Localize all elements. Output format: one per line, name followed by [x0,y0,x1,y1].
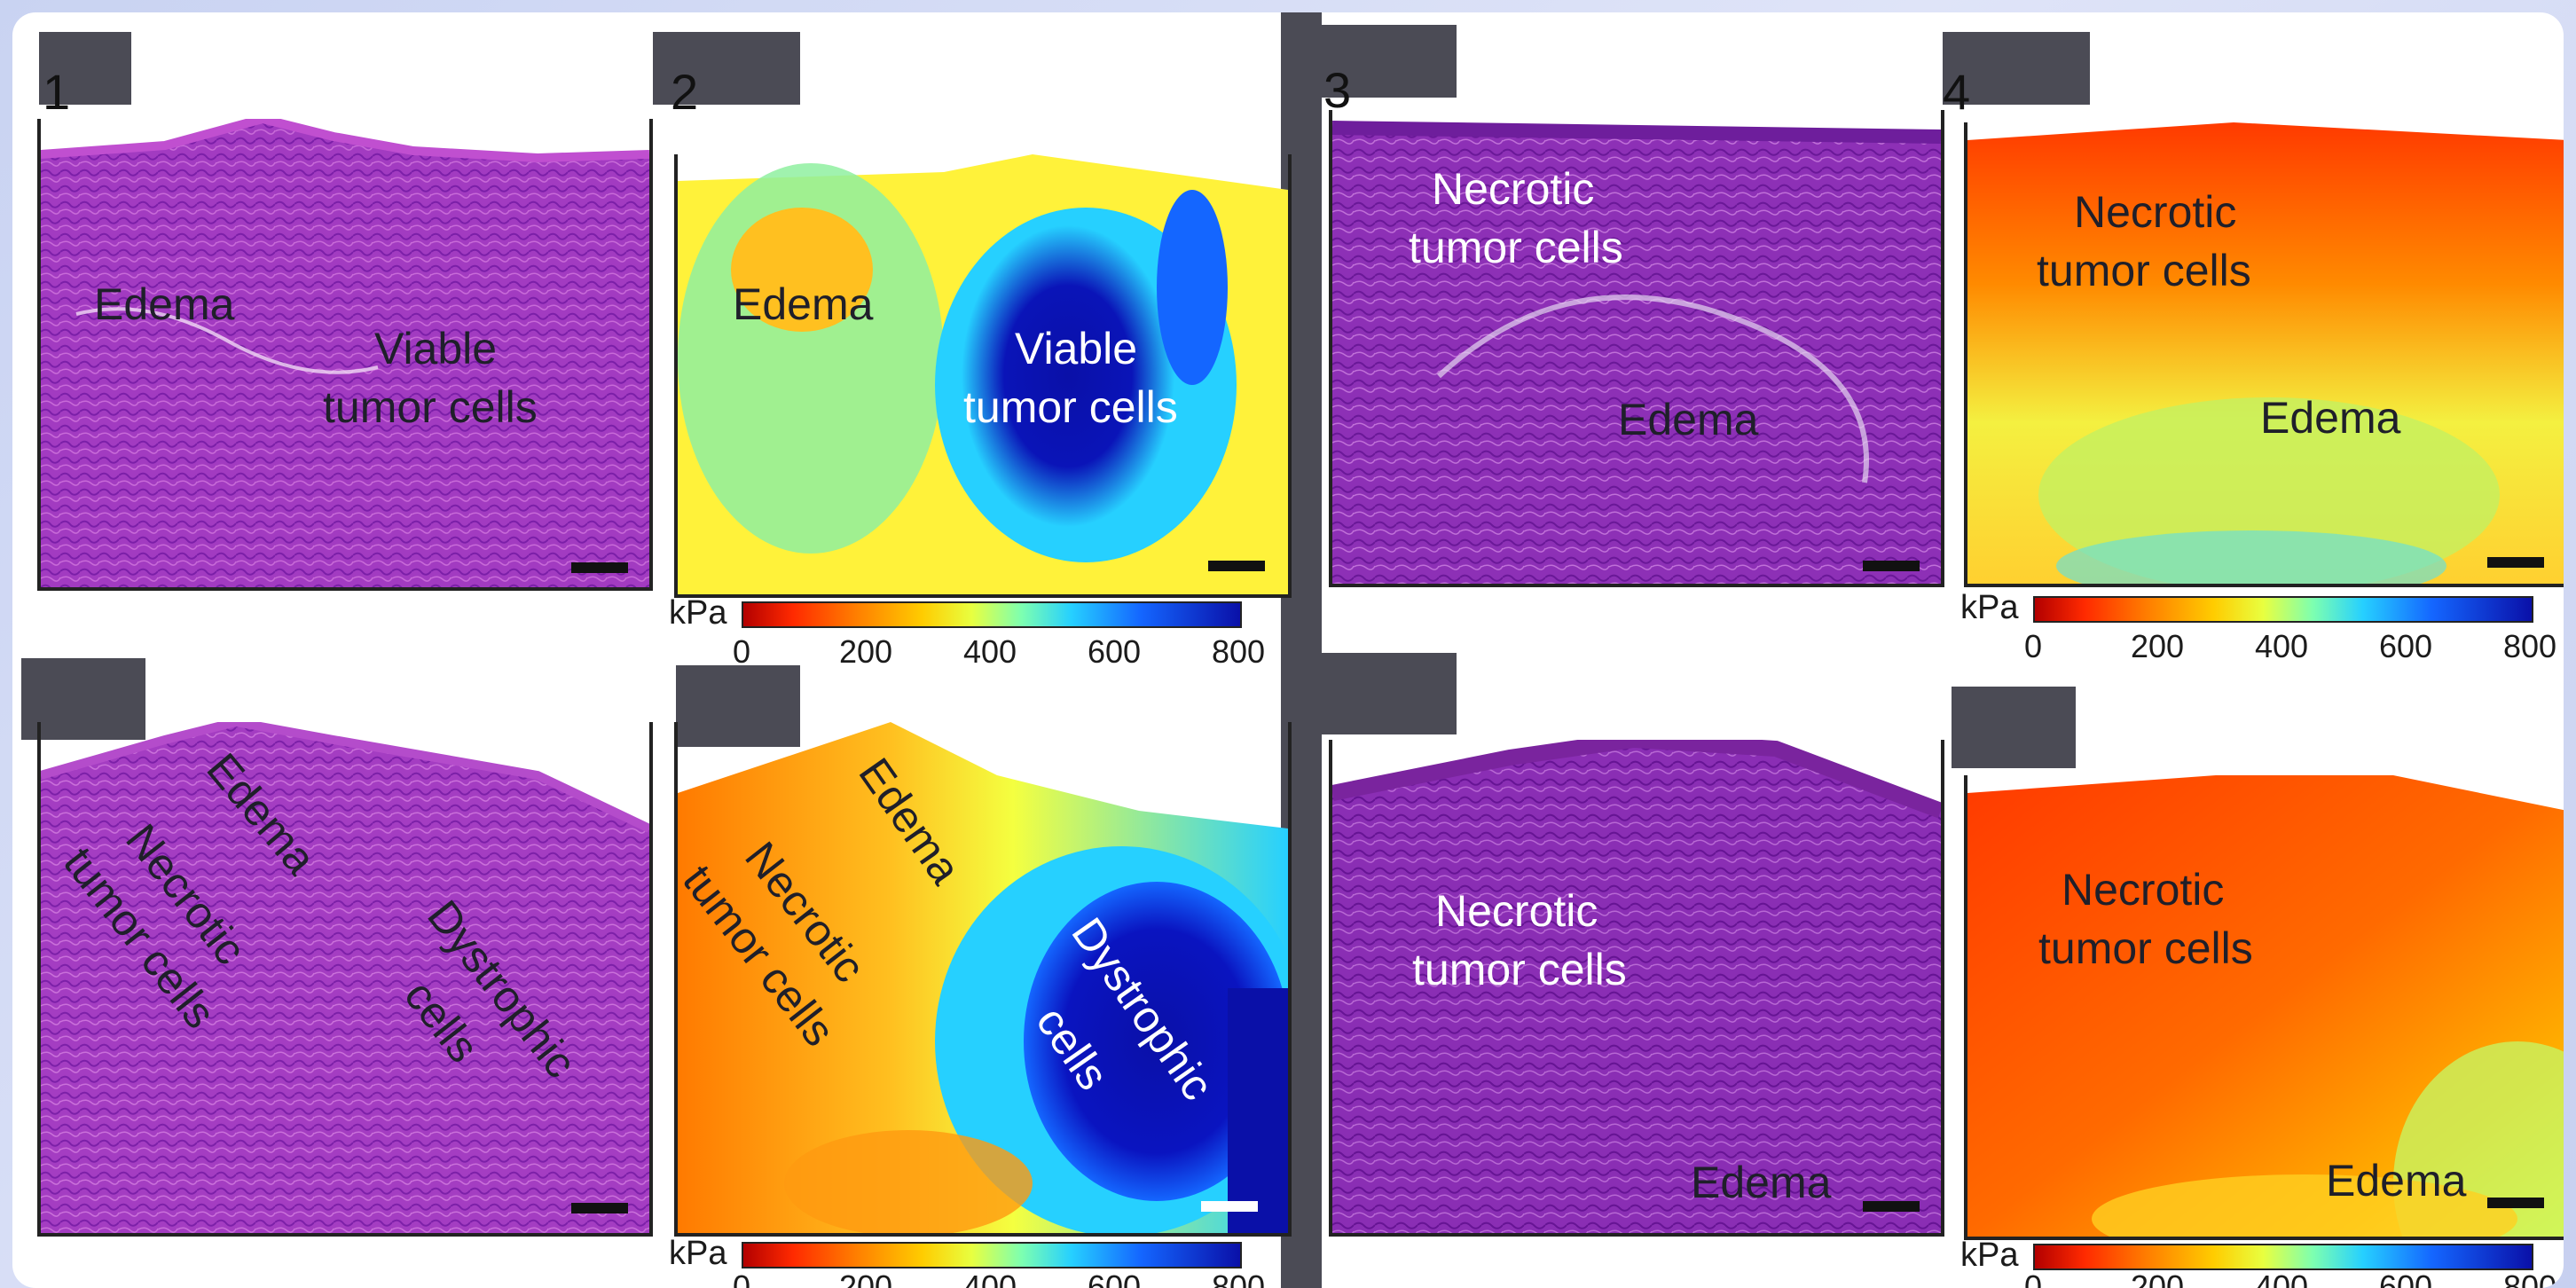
annotation-necrotic: Necrotic [2074,187,2237,237]
stiffness-colorbar: kPa 0 200 400 600 800 [669,1235,1272,1288]
colorbar-tick: 0 [732,633,751,670]
panel-number: 2 [671,64,699,120]
annotation-edema: Edema [2260,393,2401,443]
colorbar-unit: kPa [669,1235,727,1272]
colorbar-tick: 800 [1211,633,1266,670]
colorbar-tick: 200 [838,1268,893,1288]
histology-panel-5: Edema Necrotic tumor cells Dystrophic ce… [37,722,653,1237]
colorbar-tick: 600 [2378,628,2433,664]
stiffness-colorbar: kPa 0 200 400 600 800 [669,594,1272,674]
colorbar-unit: kPa [1960,1237,2019,1274]
panel-number: 4 [1943,64,1971,120]
colorbar-tick: 400 [2254,1268,2309,1288]
scale-bar [2487,557,2544,568]
scale-bar [1201,1201,1258,1212]
annotation-tumor-cells: tumor cells [2038,923,2253,973]
figure-sheet: 1 2 3 4 Edema Viable tumor cells [12,12,2564,1288]
colorbar-tick: 200 [838,633,893,670]
histology-panel-7: Necrotic tumor cells Edema [1329,740,1944,1237]
panel-label-box [1322,25,1457,98]
panel-label-box [653,32,800,105]
annotation-edema: Edema [94,279,235,329]
panel-label-box [39,32,131,105]
colorbar-ticks: 0 200 400 600 800 [2024,628,2556,664]
colorbar-tick: 0 [2023,628,2043,664]
stiffness-map-panel-4: Necrotic tumor cells Edema [1964,122,2564,587]
colorbar-tick: 600 [1087,633,1142,670]
stiffness-map-panel-6: Edema Necrotic tumor cells Dystrophic ce… [674,722,1292,1237]
annotation-viable: Viable [1015,324,1138,373]
colorbar-ticks: 0 200 400 600 800 [2024,1268,2556,1288]
panel-label-box [1943,32,2090,105]
annotation-edema: Edema [2326,1156,2467,1206]
stiffness-map-panel-2: Edema Viable tumor cells [674,154,1292,598]
annotation-tumor-cells: tumor cells [1412,945,1627,994]
colorbar-tick: 400 [2254,628,2309,664]
colorbar-tick: 400 [962,633,1017,670]
colorbar-tick: 200 [2130,628,2185,664]
colorbar-tick: 400 [962,1268,1017,1288]
stiffness-map-panel-8: Necrotic tumor cells Edema [1964,775,2564,1240]
colorbar-gradient [742,1242,1242,1268]
scale-bar [1863,561,1920,571]
annotation-edema: Edema [733,279,874,329]
panel-label-box [676,665,800,747]
colorbar-tick: 200 [2130,1268,2185,1288]
annotation-tumor-cells: tumor cells [323,382,538,432]
panel-label-box [1952,687,2076,768]
annotation-necrotic: Necrotic [1435,886,1598,936]
annotation-necrotic: Necrotic [1432,164,1595,214]
annotation-tumor-cells: tumor cells [1409,223,1623,272]
colorbar-gradient [742,601,1242,628]
colorbar-tick: 800 [1211,1268,1266,1288]
colorbar-tick: 0 [732,1268,751,1288]
colorbar-unit: kPa [1960,589,2019,626]
scale-bar [1863,1201,1920,1212]
scale-bar [571,1203,628,1213]
panel-number: 1 [43,64,71,120]
annotation-tumor-cells: tumor cells [963,382,1178,432]
panel-label-box [1322,653,1457,734]
scale-bar [2487,1198,2544,1208]
annotation-edema: Edema [1618,395,1759,444]
colorbar-gradient [2033,1244,2533,1270]
panel-label-box [21,658,145,740]
colorbar-ticks: 0 200 400 600 800 [733,1268,1265,1288]
colorbar-tick: 800 [2502,1268,2557,1288]
colorbar-tick: 600 [2378,1268,2433,1288]
colorbar-ticks: 0 200 400 600 800 [733,633,1265,670]
annotation-tumor-cells: tumor cells [2037,246,2251,295]
scale-bar [1208,561,1265,571]
scale-bar [571,562,628,573]
annotation-necrotic: Necrotic [2062,865,2225,915]
histology-panel-3: Necrotic tumor cells Edema [1329,110,1944,587]
annotation-edema: Edema [1691,1158,1832,1207]
colorbar-unit: kPa [669,594,727,632]
stiffness-colorbar: kPa 0 200 400 600 800 [1960,1237,2564,1288]
annotation-viable: Viable [374,324,498,373]
panel-number: 3 [1323,62,1352,118]
colorbar-gradient [2033,596,2533,623]
colorbar-tick: 800 [2502,628,2557,664]
stiffness-colorbar: kPa 0 200 400 600 800 [1960,589,2564,669]
histology-panel-1: Edema Viable tumor cells [37,119,653,591]
colorbar-tick: 600 [1087,1268,1142,1288]
colorbar-tick: 0 [2023,1268,2043,1288]
